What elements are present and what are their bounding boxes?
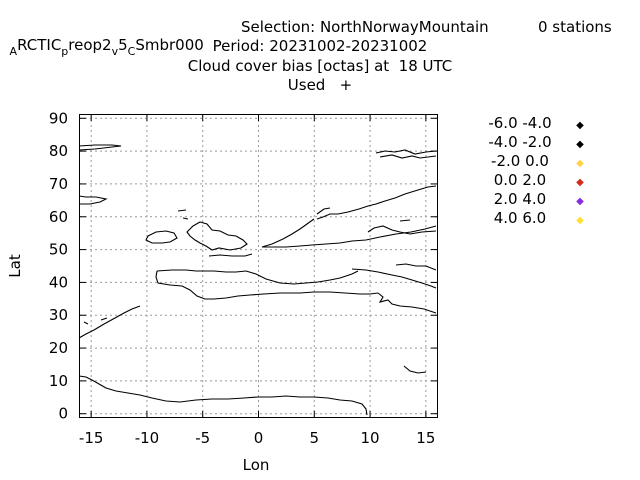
axis-ticks	[80, 115, 437, 417]
y-axis-label: Lat	[6, 254, 24, 278]
coast-canaries	[83, 317, 108, 325]
legend-marker-icon: ◆	[576, 158, 584, 169]
coast-ireland	[145, 230, 178, 244]
coast-balkans	[377, 292, 437, 314]
y-tick-label: 30	[49, 306, 68, 324]
y-tick-label: 20	[49, 339, 68, 357]
legend-item: 2.0 4.0 ◆	[470, 190, 600, 211]
y-tick-label: 10	[49, 372, 68, 390]
chart-subtitle: Cloud cover bias [octas] at 18 UTC	[187, 57, 453, 75]
legend-label: -2.0 0.0	[491, 152, 549, 170]
x-tick-label: -15	[79, 429, 104, 447]
coast-mediterranean-north	[245, 268, 437, 289]
coast-africa-northwest	[78, 305, 141, 339]
coast-scandinavia	[261, 185, 437, 248]
coast-france	[156, 253, 253, 273]
legend-label: -4.0 -2.0	[488, 133, 552, 151]
legend-label: -6.0 -4.0	[488, 114, 552, 132]
legend-marker-icon: ◆	[576, 139, 584, 150]
run-v: v	[111, 45, 119, 58]
x-tick-label: 10	[361, 429, 380, 447]
legend-item: -6.0 -4.0 ◆	[470, 114, 600, 135]
axis-tick-labels: -15 -10 -5 0 5 10 15 0 10 20 30 40 50 60 70 80 90	[49, 109, 435, 447]
legend-item: -4.0 -2.0 ◆	[470, 133, 600, 154]
coast-greenland-north	[78, 144, 122, 151]
coast-faroes	[177, 209, 189, 220]
legend-label: 0.0 2.0	[493, 171, 547, 189]
grid-lines	[80, 115, 437, 417]
selection-text: Selection: NorthNorwayMountain	[241, 18, 489, 36]
run-p: p	[61, 45, 69, 58]
run-reop: reop2	[68, 36, 112, 54]
stations-count: 0 stations	[538, 18, 612, 36]
legend-marker-icon: ◆	[576, 215, 584, 226]
coast-britain	[186, 221, 248, 251]
period-text: Period: 20231002-20231002	[212, 37, 428, 55]
y-tick-label: 60	[49, 208, 68, 226]
x-tick-label: -10	[135, 429, 160, 447]
legend-marker-icon: ◆	[576, 196, 584, 207]
y-tick-label: 40	[49, 273, 68, 291]
legend-label: 4.0 6.0	[493, 209, 547, 227]
x-tick-label: 5	[310, 429, 320, 447]
x-tick-label: 15	[416, 429, 435, 447]
legend-label: 2.0 4.0	[493, 190, 547, 208]
coast-horn	[403, 365, 427, 374]
coast-west-africa	[78, 375, 368, 416]
run-prefix-rest: RCTIC	[17, 36, 62, 54]
x-tick-label: -5	[195, 429, 210, 447]
y-tick-label: 90	[49, 109, 68, 127]
run-title: ARCTICpreop2v5CSmbr000	[0, 18, 204, 61]
x-tick-label: 0	[254, 429, 264, 447]
used-text: Used +	[287, 76, 353, 94]
run-tail: Smbr000	[135, 36, 204, 54]
run-c: C	[127, 45, 136, 58]
legend-item: -2.0 0.0 ◆	[470, 152, 600, 173]
coastline-map	[78, 144, 437, 416]
y-tick-label: 50	[49, 241, 68, 259]
coast-baltic	[367, 219, 437, 235]
legend-marker-icon: ◆	[576, 120, 584, 131]
coast-iberia	[155, 270, 379, 300]
legend-marker-icon: ◆	[576, 177, 584, 188]
x-axis-label: Lon	[243, 456, 270, 474]
plot-frame	[79, 114, 438, 418]
legend-item: 0.0 2.0 ◆	[470, 171, 600, 192]
y-tick-label: 80	[49, 142, 68, 160]
y-tick-label: 70	[49, 175, 68, 193]
legend-item: 4.0 6.0 ◆	[470, 209, 600, 230]
coast-italy	[395, 263, 437, 271]
coast-svalbard	[375, 149, 437, 159]
run-prefix-a: A	[9, 45, 18, 58]
coast-greenland-south	[78, 195, 108, 205]
run-five: 5	[118, 36, 128, 54]
y-tick-label: 0	[58, 405, 68, 423]
